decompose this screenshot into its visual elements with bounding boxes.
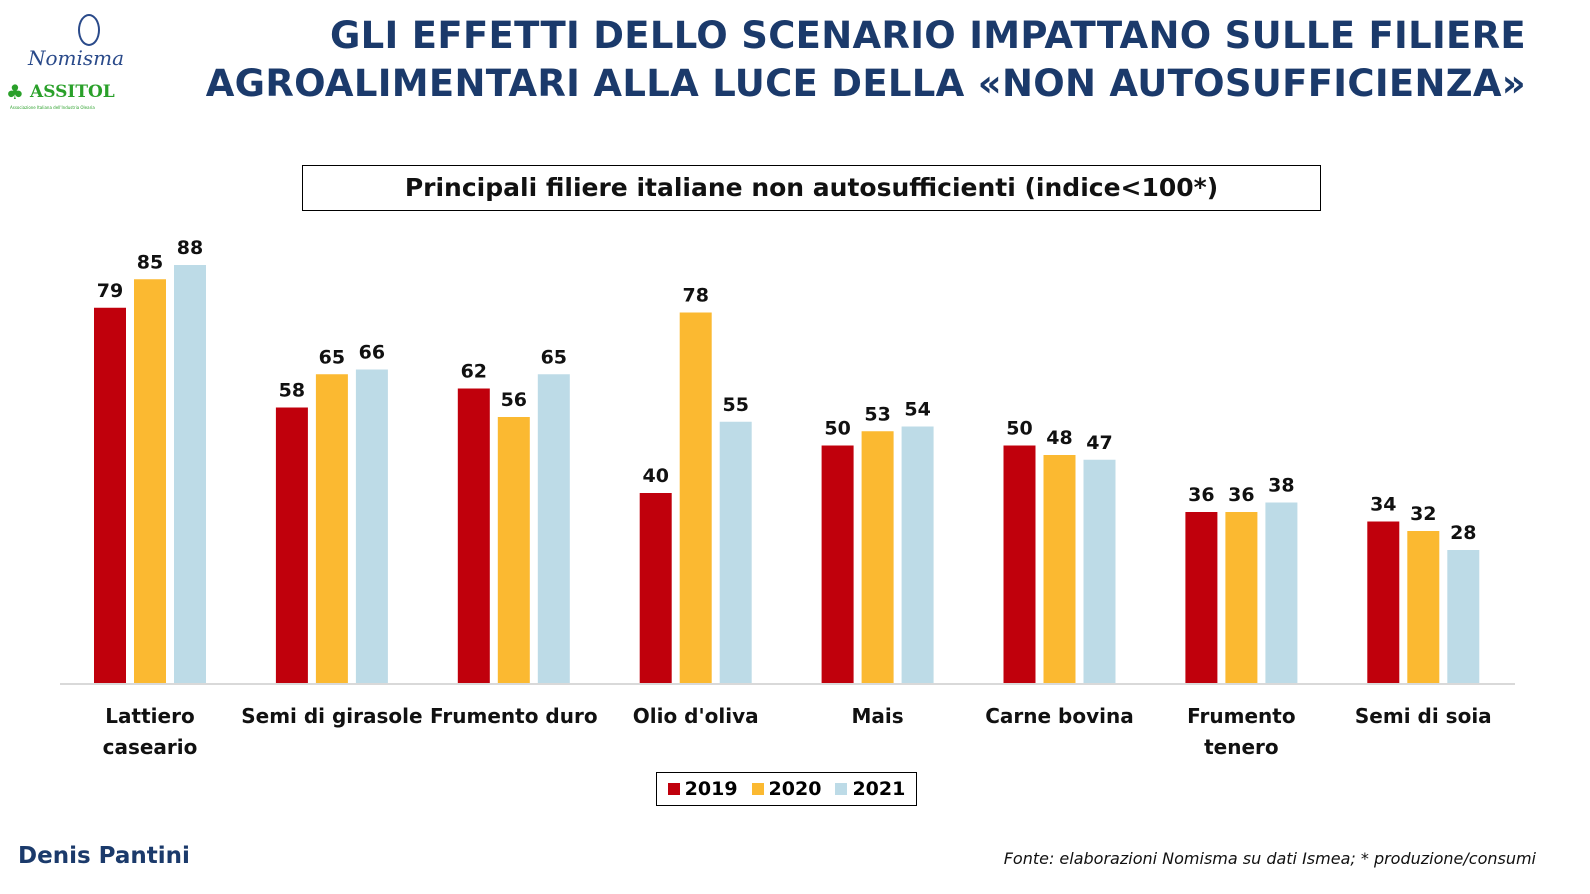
assitol-subtitle: Associazione Italiana dell'Industria Ole… bbox=[10, 105, 95, 110]
legend-label: 2021 bbox=[852, 778, 906, 800]
bar-2020 bbox=[1407, 531, 1440, 683]
category-label: tenero bbox=[1204, 735, 1279, 759]
data-label: 78 bbox=[682, 285, 708, 307]
logos: Nomisma ♣ ASSITOL Associazione Italiana … bbox=[6, 10, 130, 110]
data-label: 40 bbox=[642, 465, 668, 487]
nomisma-logo: Nomisma bbox=[28, 46, 125, 70]
data-label: 50 bbox=[1006, 418, 1032, 440]
data-label: 55 bbox=[722, 394, 748, 416]
data-label: 53 bbox=[864, 403, 890, 425]
bar-2021 bbox=[901, 426, 934, 683]
bar-2019 bbox=[1185, 512, 1218, 683]
legend-label: 2019 bbox=[684, 778, 738, 800]
page-title: GLI EFFETTI DELLO SCENARIO IMPATTANO SUL… bbox=[206, 12, 1526, 108]
legend-label: 2020 bbox=[768, 778, 822, 800]
bar-2019 bbox=[639, 493, 672, 683]
bar-2021 bbox=[355, 369, 388, 683]
data-label: 50 bbox=[824, 418, 850, 440]
bar-2019 bbox=[275, 407, 308, 683]
bar-2019 bbox=[94, 307, 126, 683]
data-label: 79 bbox=[97, 280, 123, 302]
category-label: Carne bovina bbox=[985, 704, 1134, 728]
title-line-2: AGROALIMENTARI ALLA LUCE DELLA «NON AUTO… bbox=[205, 62, 1526, 105]
data-label: 54 bbox=[904, 399, 930, 421]
bar-2020 bbox=[315, 374, 348, 683]
bar-2020 bbox=[679, 312, 712, 683]
legend-item-2019: 2019 bbox=[667, 778, 738, 800]
assitol-tree-icon: ♣ bbox=[6, 80, 24, 104]
data-label: 32 bbox=[1410, 503, 1436, 525]
bar-2019 bbox=[1003, 445, 1036, 683]
bar-2020 bbox=[861, 431, 894, 683]
chart-title: Principali filiere italiane non autosuff… bbox=[302, 165, 1321, 211]
legend-swatch bbox=[751, 783, 764, 795]
legend-item-2020: 2020 bbox=[751, 778, 822, 800]
nomisma-seal-icon bbox=[78, 14, 100, 46]
bar-2019 bbox=[821, 445, 854, 683]
bar-2021 bbox=[537, 374, 570, 683]
data-label: 28 bbox=[1450, 522, 1476, 544]
category-label: Lattiero bbox=[105, 704, 194, 728]
data-label: 85 bbox=[137, 251, 163, 273]
data-label: 65 bbox=[541, 346, 567, 368]
data-label: 34 bbox=[1370, 494, 1396, 516]
data-label: 36 bbox=[1228, 484, 1254, 506]
bar-2019 bbox=[457, 388, 490, 683]
bar-2020 bbox=[1043, 455, 1076, 683]
bar-2021 bbox=[1265, 502, 1298, 683]
data-label: 58 bbox=[279, 380, 305, 402]
bar-2020 bbox=[497, 417, 530, 683]
category-label: Frumento duro bbox=[430, 704, 598, 728]
category-label: Mais bbox=[852, 704, 904, 728]
data-label: 38 bbox=[1268, 475, 1294, 497]
data-label: 56 bbox=[501, 389, 527, 411]
bar-2021 bbox=[174, 265, 206, 683]
title-line-1: GLI EFFETTI DELLO SCENARIO IMPATTANO SUL… bbox=[330, 14, 1526, 57]
bar-2019 bbox=[1367, 521, 1400, 683]
category-label: caseario bbox=[103, 735, 198, 759]
category-label: Semi di soia bbox=[1355, 704, 1492, 728]
legend-item-2021: 2021 bbox=[835, 778, 905, 800]
bar-2020 bbox=[1225, 512, 1258, 683]
assitol-logo: ASSITOL bbox=[30, 82, 115, 102]
author-name: Denis Pantini bbox=[18, 843, 190, 869]
category-label: Semi di girasole bbox=[241, 704, 422, 728]
data-label: 36 bbox=[1188, 484, 1214, 506]
bar-2021 bbox=[719, 421, 752, 683]
bar-2021 bbox=[1447, 550, 1480, 683]
category-label: Frumento bbox=[1187, 704, 1295, 728]
data-label: 88 bbox=[177, 237, 203, 259]
source-note: Fonte: elaborazioni Nomisma su dati Isme… bbox=[1003, 849, 1536, 868]
chart-legend: 2019 2020 2021 bbox=[656, 772, 917, 806]
bar-2020 bbox=[134, 279, 166, 683]
data-label: 66 bbox=[359, 342, 385, 364]
category-label: Olio d'oliva bbox=[633, 704, 759, 728]
data-label: 48 bbox=[1046, 427, 1072, 449]
data-label: 62 bbox=[461, 361, 487, 383]
data-label: 65 bbox=[319, 346, 345, 368]
data-label: 47 bbox=[1086, 432, 1112, 454]
bar-2021 bbox=[1083, 459, 1116, 683]
legend-swatch bbox=[835, 783, 848, 795]
legend-swatch bbox=[667, 783, 680, 795]
